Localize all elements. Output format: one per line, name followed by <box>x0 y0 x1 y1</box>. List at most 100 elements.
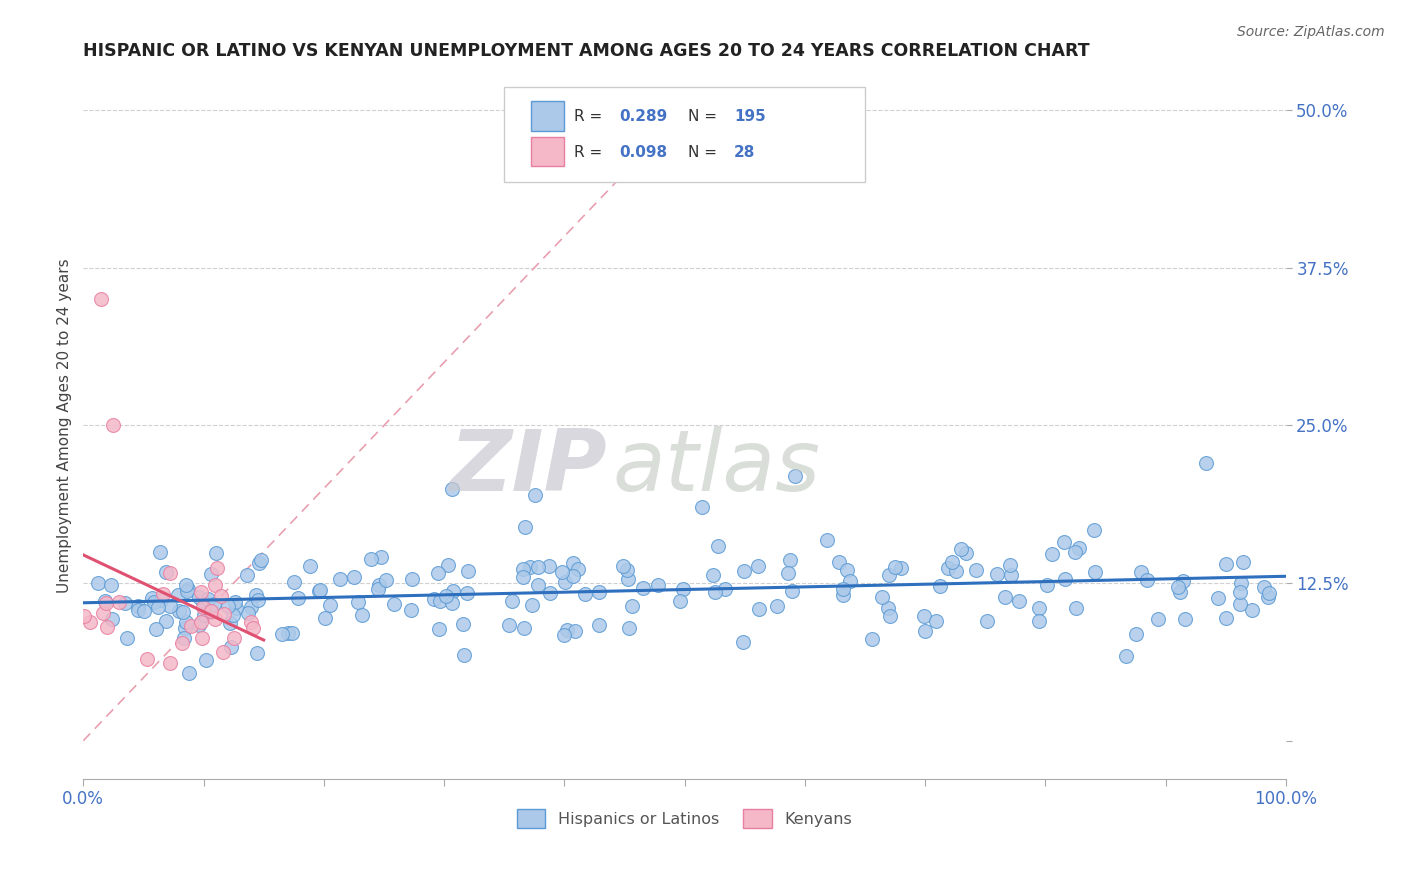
Point <box>1229 584 1251 599</box>
Point <box>621 599 644 614</box>
Point <box>176 582 198 596</box>
Point <box>941 555 963 569</box>
Point <box>249 553 271 567</box>
Point <box>314 611 336 625</box>
Point <box>1028 601 1050 615</box>
Point <box>328 572 350 586</box>
Point <box>436 558 458 572</box>
Point <box>173 632 195 646</box>
Point <box>976 614 998 628</box>
Point <box>205 545 228 559</box>
Point <box>949 541 972 556</box>
Point <box>401 573 423 587</box>
Point <box>309 582 332 597</box>
Point <box>343 569 366 583</box>
Point <box>733 564 755 578</box>
Point <box>616 563 638 577</box>
Text: R =: R = <box>574 109 602 124</box>
Point <box>707 539 730 553</box>
Legend: Hispanics or Latinos, Kenyans: Hispanics or Latinos, Kenyans <box>510 803 859 834</box>
Point <box>1257 591 1279 605</box>
Point <box>115 631 138 645</box>
Point <box>877 568 900 582</box>
Point <box>135 652 157 666</box>
Point <box>299 559 322 574</box>
Point <box>427 622 450 636</box>
Point <box>616 572 638 586</box>
Text: 0.289: 0.289 <box>620 109 668 124</box>
Point <box>246 646 269 660</box>
Point <box>271 627 294 641</box>
Text: N =: N = <box>688 109 717 124</box>
Point <box>526 578 548 592</box>
Point <box>828 555 851 569</box>
Point <box>155 565 177 579</box>
Point <box>870 591 893 605</box>
Point <box>429 594 451 608</box>
Point <box>79 615 101 629</box>
Point <box>1000 568 1022 582</box>
Point <box>422 591 444 606</box>
Point <box>190 585 212 599</box>
Point <box>222 607 245 622</box>
Point <box>236 567 259 582</box>
Point <box>783 469 806 483</box>
Point <box>779 552 801 566</box>
Point <box>217 599 239 613</box>
Point <box>159 656 181 670</box>
Point <box>456 586 478 600</box>
Point <box>860 632 883 646</box>
Point <box>239 599 262 614</box>
Point <box>1136 573 1159 587</box>
Point <box>1067 541 1090 555</box>
Point <box>225 600 247 615</box>
Point <box>564 624 586 638</box>
Point <box>149 592 172 607</box>
Point <box>498 617 520 632</box>
Point <box>367 582 389 597</box>
Point <box>145 622 167 636</box>
Text: N =: N = <box>688 145 717 160</box>
Text: 28: 28 <box>734 145 755 160</box>
Point <box>212 645 235 659</box>
Point <box>527 559 550 574</box>
Point <box>200 605 222 619</box>
Point <box>174 577 197 591</box>
Point <box>200 604 222 618</box>
Point <box>200 567 222 582</box>
Point <box>374 573 396 587</box>
Point <box>90 293 112 307</box>
Y-axis label: Unemployment Among Ages 20 to 24 years: Unemployment Among Ages 20 to 24 years <box>58 258 72 593</box>
Point <box>1229 597 1251 611</box>
Point <box>588 618 610 632</box>
Point <box>704 584 727 599</box>
Point <box>1240 603 1263 617</box>
Point <box>1053 572 1076 586</box>
Point <box>191 592 214 607</box>
Point <box>567 562 589 576</box>
Point <box>1053 534 1076 549</box>
Point <box>748 602 770 616</box>
Point <box>94 596 117 610</box>
Point <box>188 590 211 604</box>
Point <box>318 599 340 613</box>
Point <box>141 591 163 605</box>
Point <box>441 482 464 496</box>
Point <box>838 574 860 588</box>
Point <box>193 608 215 623</box>
Point <box>159 599 181 613</box>
Point <box>1115 649 1137 664</box>
Point <box>512 570 534 584</box>
Point <box>176 584 198 599</box>
Point <box>832 589 855 603</box>
Point <box>1253 580 1275 594</box>
Point <box>308 584 330 599</box>
Point <box>368 577 391 591</box>
Point <box>96 620 118 634</box>
Point <box>457 564 479 578</box>
Point <box>204 612 226 626</box>
Point <box>202 597 225 611</box>
Point <box>399 603 422 617</box>
Point <box>152 586 174 600</box>
Point <box>731 635 754 649</box>
